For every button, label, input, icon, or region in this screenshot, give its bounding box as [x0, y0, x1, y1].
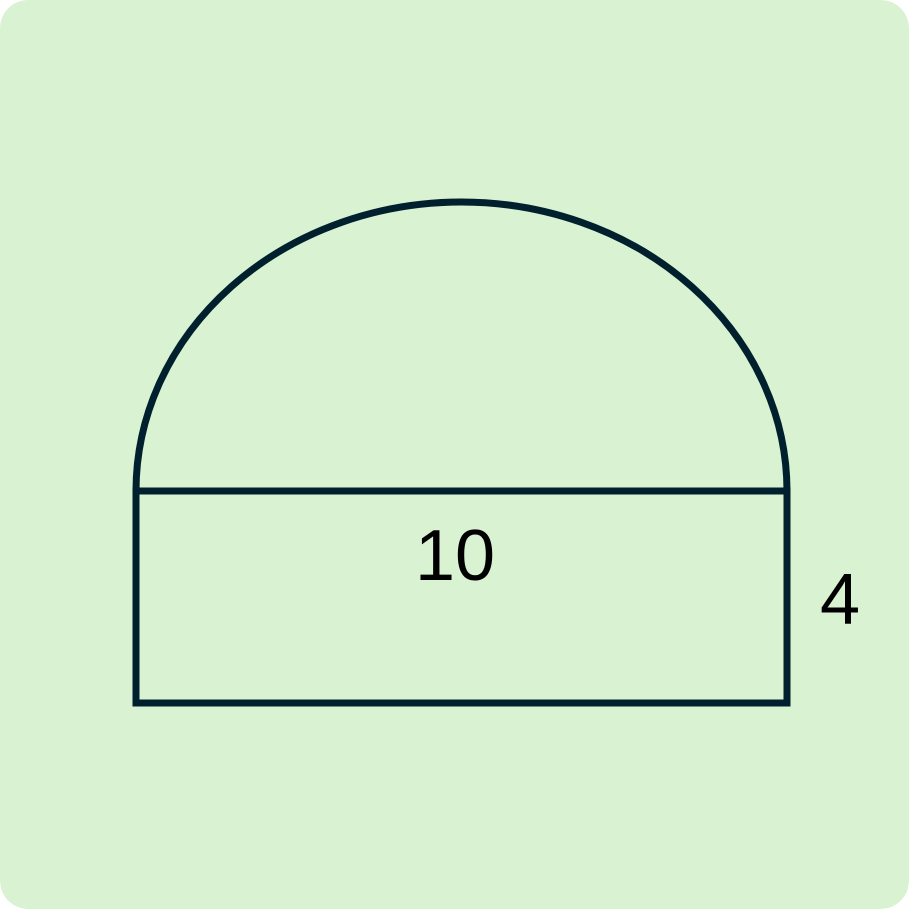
width-label: 10 — [415, 516, 495, 596]
rectangle-outline — [132, 487, 791, 707]
semicircle-outline — [132, 198, 791, 492]
height-label: 4 — [820, 560, 860, 640]
